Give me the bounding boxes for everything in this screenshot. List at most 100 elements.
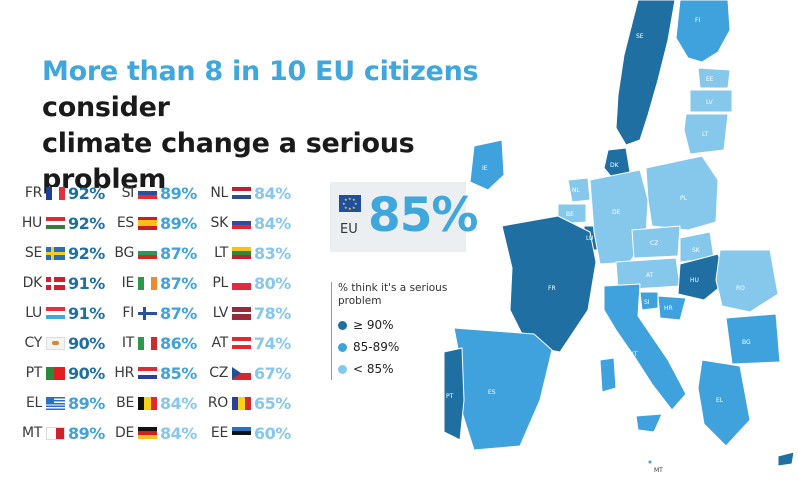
country-code: LT — [214, 245, 228, 261]
country-code: IE — [121, 275, 135, 291]
country-code: IT — [121, 335, 134, 351]
country-code: HU — [21, 215, 42, 231]
pl-flag-icon — [232, 276, 251, 290]
country-row-pl: PL 80% — [202, 268, 291, 298]
country-row-ro: RO 65% — [202, 388, 291, 418]
country-code: CY — [24, 335, 43, 351]
country-row-cy: CY 90% — [16, 328, 106, 358]
map-label-ro: RO — [736, 285, 745, 292]
map-label-bg: BG — [742, 339, 751, 346]
country-code: AT — [211, 335, 229, 351]
legend-label-high: ≥ 90% — [353, 318, 394, 332]
legend-title: % think it's a serious problem — [338, 282, 448, 307]
country-column-1: FR 92% HU 92% SE 92% DK 91% LU 91% CY 90% PT 90% EL 89%… — [16, 178, 105, 448]
country-column-2: SI 89% ES 89% BG 87% IE 87% FI 87% IT 86% HR 85% BE 84%… — [108, 178, 197, 448]
country-code: DE — [114, 425, 134, 441]
fr-flag-icon — [46, 186, 65, 200]
country-percentage: 87% — [160, 243, 197, 263]
country-row-el: EL 89% — [16, 388, 105, 418]
map-country-mt — [647, 459, 653, 465]
country-percentage: 80% — [254, 273, 291, 293]
map-country-nl — [567, 177, 591, 203]
page-title: More than 8 in 10 EU citizens consider c… — [42, 54, 512, 198]
legend: % think it's a serious problem ≥ 90% 85-… — [331, 282, 448, 380]
eu-code: EU — [340, 222, 358, 237]
map-label-hu: HU — [690, 277, 699, 284]
country-percentage: 84% — [160, 393, 197, 413]
map-country-hu — [677, 253, 727, 301]
country-row-pt: PT 90% — [16, 358, 106, 388]
lt-flag-icon — [232, 246, 251, 260]
dk-flag-icon — [46, 276, 65, 290]
map-label-de: DE — [612, 209, 621, 216]
country-row-es: ES 89% — [108, 208, 197, 238]
el-flag-icon — [46, 396, 65, 410]
country-percentage: 67% — [254, 363, 291, 383]
si-flag-icon — [138, 186, 157, 200]
country-row-se: SE 92% — [16, 238, 105, 268]
map-label-fr: FR — [548, 285, 556, 292]
country-code: EL — [25, 395, 42, 411]
eu-flag-icon: ★ ★ ★ ★ ★ ★ ★ ★ — [339, 195, 361, 212]
se-flag-icon — [46, 246, 65, 260]
country-row-cz: CZ 67% — [202, 358, 291, 388]
ee-flag-icon — [232, 426, 251, 440]
country-row-lu: LU 91% — [16, 298, 105, 328]
map-country-cz — [631, 225, 681, 259]
map-label-se: SE — [636, 33, 644, 40]
country-percentage: 89% — [160, 183, 197, 203]
legend-item-high: ≥ 90% — [338, 314, 448, 336]
legend-dot-low — [338, 364, 347, 374]
country-code: ES — [116, 215, 134, 231]
map-label-at: AT — [646, 272, 654, 279]
map-label-si: SI — [644, 299, 650, 306]
map-label-pl: PL — [680, 195, 688, 202]
country-column-3: NL 84% SK 84% LT 83% PL 80% LV 78% AT 74% CZ 67% RO 65%… — [202, 178, 291, 448]
eu-average-box: ★ ★ ★ ★ ★ ★ ★ ★ EU 85% — [330, 182, 478, 252]
de-flag-icon — [138, 426, 157, 440]
cy-flag-icon — [46, 336, 65, 350]
legend-label-mid: 85-89% — [353, 340, 400, 354]
country-percentage: 92% — [68, 243, 105, 263]
map-label-ee: EE — [706, 76, 714, 83]
title-highlight: More than 8 in 10 EU citizens — [42, 56, 479, 87]
country-row-it: IT 86% — [108, 328, 197, 358]
map-country-fi — [675, 0, 731, 63]
country-row-hu: HU 92% — [16, 208, 105, 238]
ie-flag-icon — [138, 276, 157, 290]
country-code: LV — [212, 305, 229, 321]
country-row-si: SI 89% — [108, 178, 198, 208]
country-percentage: 74% — [254, 333, 291, 353]
country-code: SI — [121, 185, 135, 201]
country-code: CZ — [209, 365, 228, 381]
country-percentage: 90% — [68, 363, 105, 383]
nl-flag-icon — [232, 186, 251, 200]
country-code: PT — [25, 365, 43, 381]
hu-flag-icon — [46, 216, 65, 230]
legend-dot-high — [338, 320, 347, 330]
map-label-dk: DK — [610, 162, 620, 169]
country-percentage: 60% — [254, 423, 291, 443]
bg-flag-icon — [138, 246, 157, 260]
country-percentage: 65% — [254, 393, 291, 413]
country-code: NL — [210, 185, 228, 201]
cz-flag-icon — [232, 366, 251, 380]
map-country-ee — [697, 67, 731, 89]
country-percentage: 84% — [254, 183, 291, 203]
mt-flag-icon — [46, 426, 65, 440]
country-code: BG — [114, 245, 134, 261]
map-label-mt: MT — [654, 467, 663, 474]
country-row-ie: IE 87% — [108, 268, 198, 298]
country-row-nl: NL 84% — [202, 178, 291, 208]
country-row-sk: SK 84% — [202, 208, 292, 238]
country-percentage: 87% — [160, 303, 197, 323]
country-percentage: 91% — [68, 303, 105, 323]
country-code: DK — [22, 275, 43, 291]
map-country-es — [453, 327, 553, 451]
country-percentage: 91% — [68, 273, 105, 293]
map-label-lv: LV — [706, 99, 714, 106]
country-code: HR — [114, 365, 134, 381]
map-country-bg — [725, 313, 781, 365]
country-row-lt: LT 83% — [202, 238, 291, 268]
map-label-it: IT — [632, 351, 638, 358]
